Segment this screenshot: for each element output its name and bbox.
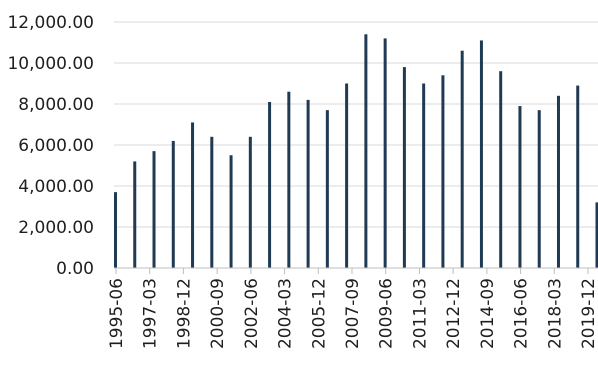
bar bbox=[595, 202, 598, 268]
bars bbox=[114, 34, 598, 269]
x-tick-label: 1997-03 bbox=[141, 278, 161, 349]
y-tick-label: 0.00 bbox=[56, 259, 94, 279]
bar bbox=[248, 136, 252, 268]
bar bbox=[133, 161, 137, 268]
y-tick-label: 8,000.00 bbox=[18, 95, 94, 115]
y-tick-label: 10,000.00 bbox=[7, 54, 94, 74]
bar bbox=[364, 34, 368, 268]
x-tick-label: 2007-09 bbox=[343, 278, 363, 349]
x-axis-tick-marks bbox=[115, 268, 589, 274]
x-tick-label: 2018-03 bbox=[545, 278, 565, 349]
bar bbox=[152, 151, 156, 268]
bar bbox=[576, 85, 580, 268]
bar bbox=[191, 122, 195, 268]
bar bbox=[422, 83, 426, 268]
bar bbox=[383, 38, 387, 269]
x-tick-label: 2002-06 bbox=[242, 278, 262, 349]
bar bbox=[325, 110, 329, 269]
y-axis-tick-labels: 0.00 2,000.00 4,000.00 6,000.00 8,000.00 10,0… bbox=[7, 13, 94, 279]
x-axis-tick-labels: 1995-06 1997-03 1998-12 2000-09 2002-06 2004-… bbox=[107, 278, 598, 349]
x-tick-label: 2009-06 bbox=[377, 278, 397, 349]
x-tick-label: 2012-12 bbox=[444, 278, 464, 349]
bar bbox=[268, 101, 272, 268]
x-tick-label: 1998-12 bbox=[174, 278, 194, 349]
bar bbox=[287, 91, 291, 268]
bar bbox=[537, 110, 541, 269]
y-tick-label: 6,000.00 bbox=[18, 136, 94, 156]
y-tick-label: 2,000.00 bbox=[18, 218, 94, 238]
x-tick-label: 2019-12 bbox=[579, 278, 598, 349]
x-tick-label: 2016-06 bbox=[512, 278, 532, 349]
bar bbox=[114, 192, 117, 268]
bar bbox=[479, 40, 483, 269]
bar bbox=[460, 50, 464, 269]
bar bbox=[441, 75, 445, 268]
bar bbox=[556, 95, 560, 268]
bar bbox=[229, 155, 233, 268]
x-tick-label: 2004-03 bbox=[276, 278, 296, 349]
x-tick-label: 2005-12 bbox=[309, 278, 329, 349]
y-tick-label: 4,000.00 bbox=[18, 177, 94, 197]
x-tick-label: 2014-09 bbox=[478, 278, 498, 349]
bar bbox=[306, 99, 310, 269]
x-tick-label: 2000-09 bbox=[208, 278, 228, 349]
bar bbox=[402, 67, 406, 268]
x-tick-label: 1995-06 bbox=[107, 278, 127, 349]
bar bbox=[345, 83, 349, 268]
bar bbox=[210, 136, 214, 268]
bar bbox=[518, 106, 522, 268]
x-tick-label: 2011-03 bbox=[410, 278, 430, 349]
gridlines bbox=[114, 21, 598, 269]
y-tick-label: 12,000.00 bbox=[7, 13, 94, 33]
bar bbox=[499, 71, 503, 268]
bar bbox=[171, 140, 175, 268]
